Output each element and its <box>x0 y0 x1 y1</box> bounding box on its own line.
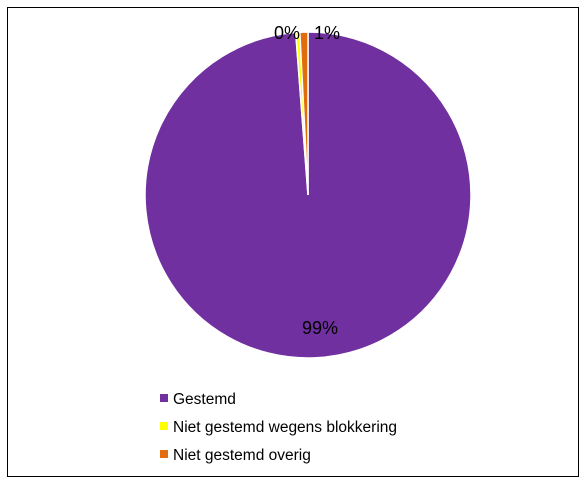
pie-slice-3 <box>299 31 309 196</box>
pie-slices <box>144 31 472 359</box>
chart-legend: Gestemd Niet gestemd wegens blokkering Nie… <box>160 391 397 464</box>
data-label-1: 99% <box>302 318 338 338</box>
legend-label-1: Gestemd <box>173 391 236 408</box>
legend-label-2: Niet gestemd wegens blokkering <box>173 419 397 436</box>
legend-label-3: Niet gestemd overig <box>173 447 311 464</box>
data-label-3: 1% <box>314 23 340 43</box>
legend-swatch-1 <box>160 394 168 402</box>
data-label-2: 0% <box>274 23 300 43</box>
pie-data-labels: 99% 0% 1% <box>274 23 340 338</box>
legend-swatch-2 <box>160 422 168 430</box>
legend-swatch-3 <box>160 450 168 458</box>
